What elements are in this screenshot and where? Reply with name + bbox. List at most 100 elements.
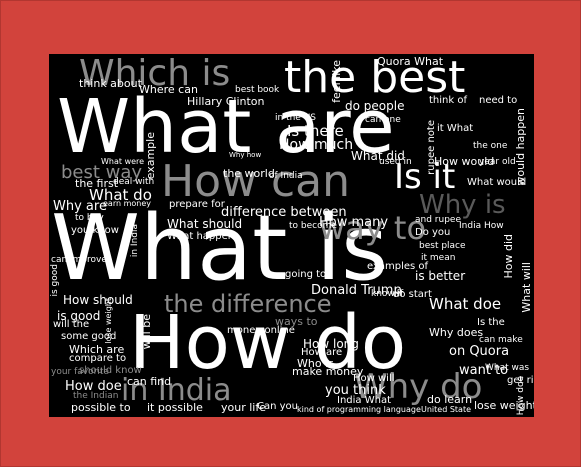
word-deal-with: deal with xyxy=(113,177,155,187)
word-used-in: used in xyxy=(379,157,412,167)
word-difference-between: difference between xyxy=(221,205,347,220)
word-how-long: How long xyxy=(303,337,359,351)
word-can-you: Can you xyxy=(257,401,299,412)
word-examples-of: examples of xyxy=(367,261,429,272)
word-do-people: do people xyxy=(345,99,405,113)
word-donald-trump: Donald Trump xyxy=(311,283,402,298)
word-what-do: What do xyxy=(89,186,152,204)
word-in-india-vertical: in India xyxy=(130,224,140,258)
word-make-money: make money xyxy=(292,365,364,378)
word-need-to: need to xyxy=(479,95,518,106)
word-do-you: Do you xyxy=(415,227,451,238)
word-know-if: know if xyxy=(371,289,404,299)
word-get-rid: get rid xyxy=(507,375,534,386)
word-lose-weight: lose weight xyxy=(474,399,534,412)
word-the-first: the first xyxy=(75,177,119,190)
word-how-should: How should xyxy=(63,293,133,307)
word-the-difference: the difference xyxy=(164,290,332,318)
word-it-mean: it mean xyxy=(421,253,456,263)
word-cloud: What are What is How do the best Which i… xyxy=(49,54,534,417)
word-want-to: want to xyxy=(459,363,509,378)
word-is-better: is better xyxy=(415,269,466,283)
word-why-is: Why is xyxy=(419,190,506,220)
word-rupee-note: rupee note xyxy=(426,120,437,175)
word-can-find: can find xyxy=(127,375,172,388)
word-is-the: Is the xyxy=(477,317,505,328)
word-do-learn: do learn xyxy=(427,393,473,406)
word-is-it: Is it xyxy=(394,157,456,197)
word-can-make: can make xyxy=(479,335,523,345)
word-the-best: the best xyxy=(284,54,466,103)
word-going-to: going to xyxy=(285,269,327,280)
word-how-would: How would xyxy=(434,155,495,168)
word-can-improve: can improve xyxy=(51,255,107,265)
word-what-is: What is xyxy=(51,196,388,301)
word-you-know: you know xyxy=(71,225,119,236)
word-year-old: year old xyxy=(479,157,516,167)
word-which-are: Which are xyxy=(69,343,125,356)
word-what-does: What doe xyxy=(429,295,502,313)
word-the-world: the world xyxy=(223,167,275,180)
word-think-of: think of xyxy=(429,95,467,106)
word-will-be: will be xyxy=(140,314,153,350)
word-how-do: How do xyxy=(129,300,407,386)
word-can-one: can one xyxy=(365,115,401,125)
word-ways-to: ways to xyxy=(275,315,318,328)
word-what-were: What were xyxy=(101,157,145,166)
word-what-should: What should xyxy=(167,217,243,231)
word-why-does: Why does xyxy=(429,326,484,339)
word-why-are: Why are xyxy=(53,199,107,214)
word-think-about: think about xyxy=(79,77,142,90)
word-which-is: Which is xyxy=(79,54,231,94)
word-to-become: to become xyxy=(289,221,337,231)
word-will-the: will the xyxy=(53,319,90,330)
word-is-good-vertical: is good xyxy=(50,264,60,297)
word-how-will: How will xyxy=(353,373,395,384)
word-in-india: in India xyxy=(121,373,232,408)
word-india-how: India How xyxy=(459,221,504,231)
word-kind-of-programming-language: kind of programming language xyxy=(297,405,421,414)
word-why-do: Why do xyxy=(354,367,483,407)
word-quora-what: Quora What xyxy=(377,55,444,68)
word-prepare-for: prepare for xyxy=(169,199,225,210)
word-how-doe-vertical: How doe xyxy=(516,376,526,416)
word-what-happen: What happen xyxy=(167,231,235,242)
word-do-start: do start xyxy=(393,289,432,300)
word-is-good: is good xyxy=(57,309,101,323)
word-it-possible: it possible xyxy=(147,401,203,414)
word-how-are: How are xyxy=(301,347,343,358)
word-earn-money: earn money xyxy=(103,199,151,208)
word-how-much: How much xyxy=(279,137,354,153)
word-some-good: some good xyxy=(61,331,117,342)
word-the-indian: the Indian xyxy=(73,391,119,401)
word-it-what: it What xyxy=(437,123,474,134)
word-what-was: What was xyxy=(485,363,530,373)
word-best-place: best place xyxy=(419,241,466,251)
word-on-quora: on Quora xyxy=(449,344,510,359)
word-your-life: your life xyxy=(221,401,266,414)
word-feel-like: feel like xyxy=(330,60,343,103)
word-and-rupee: and rupee xyxy=(415,215,461,225)
word-to-buy: to buy xyxy=(75,213,104,223)
word-what-did: What did xyxy=(351,149,405,163)
word-best-book: best book xyxy=(235,85,280,95)
word-is-there: Is there xyxy=(287,122,344,140)
word-what-would: What would xyxy=(467,177,527,188)
word-how-doe: How doe xyxy=(65,379,122,394)
word-of-india: of India xyxy=(269,171,303,181)
word-how-can: How can xyxy=(161,156,351,207)
word-the-one: the one xyxy=(473,141,508,151)
word-possible-to: possible to xyxy=(71,401,131,414)
word-would-happen: would happen xyxy=(514,108,527,186)
word-way-to: way to xyxy=(319,209,427,247)
word-united-state: United State xyxy=(421,405,472,414)
word-you-think: you think xyxy=(325,383,386,398)
word-compare-to: compare to xyxy=(69,353,127,364)
word-where-can: Where can xyxy=(139,83,198,96)
word-money-online: money online xyxy=(227,325,295,336)
word-why-how: Why how xyxy=(229,151,262,159)
word-example-vertical: example xyxy=(144,132,157,180)
word-in-the-us: in the US xyxy=(275,113,316,123)
word-who-is: Who is xyxy=(297,357,334,370)
word-india-what: India What xyxy=(337,395,391,406)
